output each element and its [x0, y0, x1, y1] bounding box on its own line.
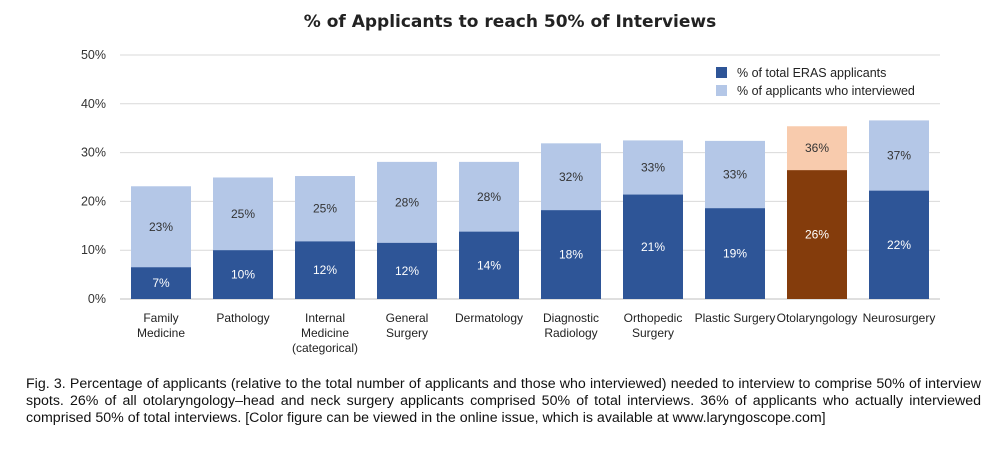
bar-eras-applicants — [459, 231, 519, 299]
category-label: Orthopedic Surgery — [624, 311, 683, 340]
legend-swatch-interviewed — [716, 85, 727, 96]
chart-title: % of Applicants to reach 50% of Intervie… — [304, 12, 716, 32]
figure-caption: Fig. 3. Percentage of applicants (relati… — [26, 376, 981, 426]
data-label-eras: 22% — [887, 238, 911, 252]
y-tick-label: 10% — [81, 243, 106, 257]
category-label: Neurosurgery — [863, 311, 936, 325]
bar-eras-applicants — [377, 242, 437, 299]
data-label-interviewed: 37% — [887, 149, 911, 163]
legend-label-interviewed: % of applicants who interviewed — [737, 84, 915, 98]
y-tick-label: 0% — [88, 292, 106, 306]
category-label: Diagnostic Radiology — [543, 311, 599, 340]
data-label-eras: 14% — [477, 258, 501, 272]
x-axis: Family Medicine Pathology Internal Medicine(… — [137, 311, 935, 355]
data-label-interviewed: 36% — [805, 141, 829, 155]
y-tick-label: 20% — [81, 194, 106, 208]
bar-eras-applicants — [131, 267, 191, 299]
data-label-interviewed: 25% — [231, 207, 255, 221]
data-label-eras: 18% — [559, 248, 583, 262]
category-label: Otolaryngology — [777, 311, 858, 325]
y-tick-label: 30% — [81, 146, 106, 160]
data-label-interviewed: 33% — [723, 168, 747, 182]
bar-eras-applicants — [869, 190, 929, 299]
bar-eras-applicants — [623, 194, 683, 299]
category-label: Family Medicine — [137, 311, 185, 340]
data-label-interviewed: 33% — [641, 160, 665, 174]
category-label: Internal Medicine (categorical) — [292, 311, 358, 355]
bar-eras-applicants — [541, 210, 601, 299]
data-label-eras: 10% — [231, 268, 255, 282]
stacked-bar-chart: % of Applicants to reach 50% of Intervie… — [81, 12, 940, 355]
category-label: Dermatology — [455, 311, 523, 325]
data-label-eras: 19% — [723, 247, 747, 261]
bar-eras-applicants — [213, 250, 273, 299]
y-tick-label: 40% — [81, 97, 106, 111]
legend-swatch-eras — [716, 67, 727, 78]
y-tick-label: 50% — [81, 48, 106, 62]
bar-eras-applicants — [295, 241, 355, 299]
data-label-interviewed: 25% — [313, 202, 337, 216]
category-label: General Surgery — [386, 311, 429, 340]
data-label-eras: 12% — [395, 264, 419, 278]
data-label-interviewed: 23% — [149, 220, 173, 234]
data-label-interviewed: 32% — [559, 170, 583, 184]
bar-eras-applicants — [787, 170, 847, 299]
data-label-interviewed: 28% — [395, 195, 419, 209]
y-axis: 0% 10% 20% 30% 40% 50% — [81, 48, 106, 306]
bar-eras-applicants — [705, 208, 765, 299]
data-label-eras: 26% — [805, 228, 829, 242]
legend-label-eras: % of total ERAS applicants — [737, 66, 886, 80]
data-label-eras: 21% — [641, 240, 665, 254]
data-label-eras: 7% — [152, 276, 170, 290]
category-label: Plastic Surgery — [695, 311, 776, 325]
data-label-interviewed: 28% — [477, 190, 501, 204]
data-labels: 23% 7% 25% 10% 25% 12% 28% 12% 28% 14% 32% 18% 33% 21… — [149, 141, 911, 290]
category-label: Pathology — [216, 311, 269, 325]
eras-applicant-bars — [131, 170, 929, 299]
legend: % of total ERAS applicants % of applican… — [716, 66, 915, 98]
data-label-eras: 12% — [313, 263, 337, 277]
